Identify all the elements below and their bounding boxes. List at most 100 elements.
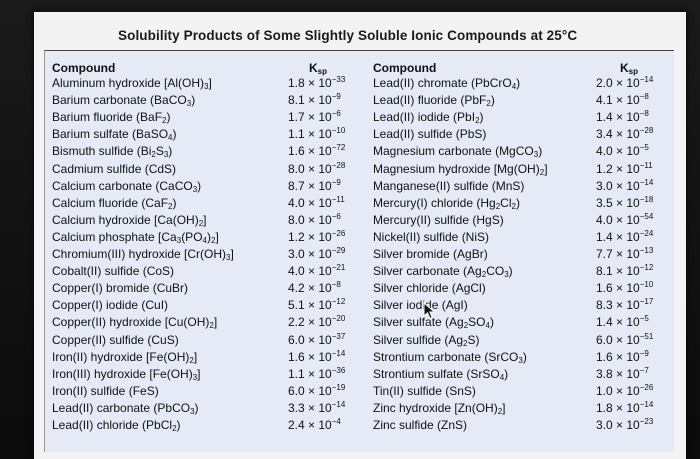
compound-name: Iron(II) sulfide (FeS) xyxy=(52,383,159,398)
ksp-value: 2.2 × 10−20 xyxy=(288,314,346,330)
ksp-value: 1.6 × 10−9 xyxy=(596,348,649,364)
compound-name: Cadmium sulfide (CdS) xyxy=(52,161,177,176)
compound-name: Aluminum hydroxide [Al(OH)3] xyxy=(52,76,212,91)
table-panel xyxy=(44,50,674,452)
compound-name: Silver carbonate (Ag2CO3) xyxy=(373,264,513,280)
column-header-compound-left: Compound xyxy=(52,61,116,75)
ksp-value: 4.1 × 10−8 xyxy=(596,92,649,108)
column-header-ksp-left: Ksp xyxy=(309,61,328,76)
ksp-value: 2.4 × 10−4 xyxy=(288,417,341,433)
compound-name: Silver sulfate (Ag2SO4) xyxy=(373,315,494,331)
compound-name: Bismuth sulfide (Bi2S3) xyxy=(52,144,173,160)
ksp-value: 1.8 × 10−14 xyxy=(596,399,654,415)
ksp-value: 1.4 × 10−8 xyxy=(596,109,649,125)
table-row: Cadmium sulfide (CdS) 8.0 × 10−28 Magnesiu… xyxy=(0,161,700,178)
ksp-value: 1.8 × 10−33 xyxy=(288,75,346,91)
ksp-value: 3.4 × 10−28 xyxy=(596,126,654,142)
compound-name: Copper(I) bromide (CuBr) xyxy=(52,281,189,296)
ksp-value: 3.0 × 10−23 xyxy=(596,417,654,433)
ksp-value: 1.2 × 10−26 xyxy=(288,228,346,244)
compound-name: Silver sulfide (Ag2S) xyxy=(373,332,480,348)
compound-name: Magnesium carbonate (MgCO3) xyxy=(373,144,543,160)
ksp-value: 2.0 × 10−14 xyxy=(596,75,654,91)
ksp-value: 8.7 × 10−9 xyxy=(288,177,341,193)
column-header-ksp-right: Ksp xyxy=(620,61,639,76)
compound-name: Chromium(III) hydroxide [Cr(OH)3] xyxy=(52,247,234,262)
table-row: Iron(II) hydroxide [Fe(OH)2] 1.6 × 10−14 S… xyxy=(0,349,700,366)
table-row: Copper(I) bromide (CuBr) 4.2 × 10−8 Silver… xyxy=(0,280,700,297)
compound-name: Lead(II) sulfide (PbS) xyxy=(373,127,487,142)
table-row: Copper(II) sulfide (CuS) 6.0 × 10−37 Silve… xyxy=(0,332,700,349)
compound-name: Iron(II) hydroxide [Fe(OH)2] xyxy=(52,349,198,365)
table-row: Bismuth sulfide (Bi2S3) 1.6 × 10−72 Magnes… xyxy=(0,143,700,160)
table-title: Solubility Products of Some Slightly Sol… xyxy=(118,28,578,43)
ksp-value: 4.0 × 10−21 xyxy=(288,263,346,279)
compound-name: Magnesium hydroxide [Mg(OH)2] xyxy=(373,161,548,177)
ksp-value: 8.0 × 10−28 xyxy=(288,160,346,176)
compound-name: Lead(II) iodide (PbI2) xyxy=(373,110,484,126)
compound-name: Mercury(I) chloride (Hg2Cl2) xyxy=(373,195,520,211)
ksp-value: 1.4 × 10−5 xyxy=(596,314,649,330)
compound-name: Tin(II) sulfide (SnS) xyxy=(373,383,476,398)
table-row: Calcium phosphate [Ca3(PO4)2] 1.2 × 10−26… xyxy=(0,229,700,246)
compound-name: Silver bromide (AgBr) xyxy=(373,247,488,261)
ksp-value: 6.0 × 10−37 xyxy=(288,331,346,347)
compound-name: Copper(II) sulfide (CuS) xyxy=(52,332,179,347)
compound-name: Iron(III) hydroxide [Fe(OH)3] xyxy=(52,366,201,382)
ksp-value: 8.1 × 10−9 xyxy=(288,92,341,108)
ksp-value: 4.0 × 10−54 xyxy=(596,211,654,227)
table-row: Copper(I) iodide (CuI) 5.1 × 10−12 Silver … xyxy=(0,297,700,314)
compound-name: Zinc hydroxide [Zn(OH)2] xyxy=(373,400,506,416)
compound-name: Strontium sulfate (SrSO4) xyxy=(373,366,509,382)
ksp-value: 1.0 × 10−26 xyxy=(596,382,654,398)
compound-name: Barium sulfate (BaSO4) xyxy=(52,127,177,143)
compound-name: Silver iodide (AgI) xyxy=(373,298,468,313)
ksp-value: 8.1 × 10−12 xyxy=(596,263,654,279)
column-header-compound-right: Compound xyxy=(373,61,437,75)
compound-name: Strontium carbonate (SrCO3) xyxy=(373,349,527,365)
mouse-pointer-icon xyxy=(423,302,436,320)
ksp-value: 3.5 × 10−18 xyxy=(596,194,654,210)
compound-name: Lead(II) chloride (PbCl2) xyxy=(52,418,181,433)
table-row: Cobalt(II) sulfide (CoS) 4.0 × 10−21 Silve… xyxy=(0,263,700,280)
table-row: Chromium(III) hydroxide [Cr(OH)3] 3.0 × 1… xyxy=(0,246,700,263)
compound-name: Nickel(II) sulfide (NiS) xyxy=(373,229,490,244)
ksp-value: 4.2 × 10−8 xyxy=(288,280,341,296)
ksp-value: 1.6 × 10−10 xyxy=(596,280,654,296)
table-row: Barium fluoride (BaF2) 1.7 × 10−6 Lead(II)… xyxy=(0,109,700,126)
table-row: Iron(II) sulfide (FeS) 6.0 × 10−19 Tin(II)… xyxy=(0,383,700,400)
ksp-value: 5.1 × 10−12 xyxy=(288,297,346,313)
compound-name: Lead(II) chromate (PbCrO4) xyxy=(373,76,521,91)
table-row: Lead(II) carbonate (PbCO3) 3.3 × 10−14 Zin… xyxy=(0,400,700,417)
table-row: Iron(III) hydroxide [Fe(OH)3] 1.1 × 10−36… xyxy=(0,366,700,383)
ksp-value: 1.6 × 10−72 xyxy=(288,143,346,159)
ksp-value: 7.7 × 10−13 xyxy=(596,246,654,262)
ksp-value: 1.1 × 10−36 xyxy=(288,365,346,381)
ksp-value: 3.3 × 10−14 xyxy=(288,399,346,415)
table-row: Copper(II) hydroxide [Cu(OH)2] 2.2 × 10−2… xyxy=(0,314,700,331)
ksp-value: 4.0 × 10−5 xyxy=(596,143,649,159)
ksp-value: 3.0 × 10−14 xyxy=(596,177,654,193)
table-row: Barium carbonate (BaCO3) 8.1 × 10−9 Lead(I… xyxy=(0,92,700,109)
compound-name: Calcium carbonate (CaCO3) xyxy=(52,178,202,194)
compound-name: Copper(II) hydroxide [Cu(OH)2] xyxy=(52,315,218,331)
ksp-value: 1.4 × 10−24 xyxy=(596,228,654,244)
compound-name: Copper(I) iodide (CuI) xyxy=(52,298,169,313)
table-row: Aluminum hydroxide [Al(OH)3] 1.8 × 10−33 L… xyxy=(0,75,700,92)
ksp-value: 1.7 × 10−6 xyxy=(288,109,341,125)
table-row: Lead(II) chloride (PbCl2) 2.4 × 10−4 Zinc … xyxy=(0,417,700,434)
compound-name: Lead(II) carbonate (PbCO3) xyxy=(52,400,199,416)
ksp-value: 3.8 × 10−7 xyxy=(596,365,649,381)
ksp-value: 4.0 × 10−11 xyxy=(288,194,345,210)
table-row: Calcium carbonate (CaCO3) 8.7 × 10−9 Manga… xyxy=(0,178,700,195)
table-row: Barium sulfate (BaSO4) 1.1 × 10−10 Lead(II… xyxy=(0,126,700,143)
ksp-value: 8.0 × 10−6 xyxy=(288,211,341,227)
ksp-value: 1.2 × 10−11 xyxy=(596,160,653,176)
compound-name: Barium fluoride (BaF2) xyxy=(52,110,171,126)
compound-name: Cobalt(II) sulfide (CoS) xyxy=(52,264,175,279)
compound-name: Manganese(II) sulfide (MnS) xyxy=(373,178,525,193)
compound-name: Calcium fluoride (CaF2) xyxy=(52,195,177,211)
table-row: Calcium hydroxide [Ca(OH)2] 8.0 × 10−6 Mer… xyxy=(0,212,700,229)
table-row: Calcium fluoride (CaF2) 4.0 × 10−11 Mercur… xyxy=(0,195,700,212)
